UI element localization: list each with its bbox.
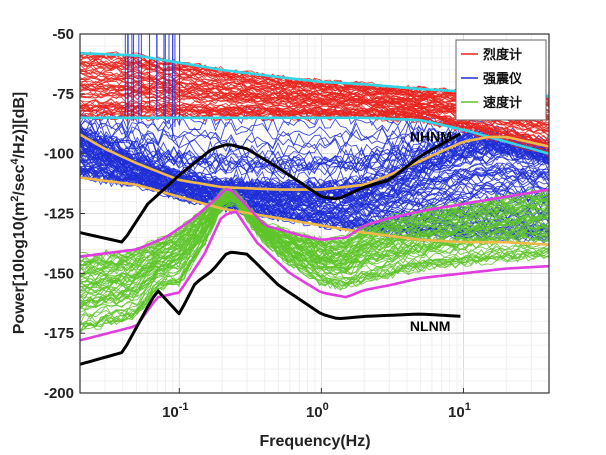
y-tick-label: -125 — [44, 206, 74, 223]
green-trace — [79, 200, 550, 325]
green-trace — [79, 194, 550, 292]
x-tick-label: 10-1 — [162, 401, 188, 421]
blue-trace — [79, 131, 550, 189]
green-trace — [79, 188, 550, 271]
y-tick-label: -200 — [44, 385, 74, 402]
red-trace — [79, 102, 550, 145]
x-tick-label: 100 — [306, 401, 329, 421]
series-8-nlnm-line — [79, 250, 461, 366]
blue-trace — [79, 113, 550, 158]
blue-trace — [79, 136, 550, 197]
blue-trace — [79, 123, 550, 176]
green-trace — [79, 195, 550, 302]
legend: 烈度计 强震仪 速度计 — [455, 39, 547, 121]
annotation-nlnm: NLNM — [410, 318, 450, 334]
series-6-lower_bound — [79, 210, 550, 342]
green-trace — [79, 192, 550, 276]
blue-trace — [79, 132, 550, 176]
blue-trace — [79, 124, 550, 172]
x-tick-label: 101 — [448, 401, 471, 421]
green-trace — [79, 193, 550, 285]
y-tick-label: -75 — [52, 86, 74, 103]
legend-label-3: 速度计 — [483, 95, 522, 111]
x-axis-label: Frequency(Hz) — [259, 433, 370, 450]
green-trace — [79, 194, 550, 278]
annotations: NHNM NLNM — [410, 129, 452, 334]
legend-label-2: 强震仪 — [483, 72, 523, 87]
x-axis-ticks: 10-1 100 101 — [162, 388, 471, 421]
green-trace — [79, 197, 550, 327]
series-7-nhnm-line — [79, 132, 462, 244]
y-tick-label: -100 — [44, 146, 74, 163]
red-trace — [79, 91, 550, 137]
blue-trace — [79, 136, 550, 206]
green-trace — [79, 198, 550, 304]
green-trace — [79, 205, 550, 333]
red-trace — [79, 106, 550, 146]
blue-trace — [79, 150, 550, 212]
y-tick-label: -175 — [44, 325, 74, 342]
green-trace — [79, 193, 550, 278]
series-5-upper_bound — [79, 187, 550, 258]
y-axis-ticks: -50 -75 -100 -125 -150 -175 -200 — [44, 26, 85, 402]
y-tick-label: -150 — [44, 265, 74, 282]
series-3-upper_bound — [79, 133, 550, 191]
legend-label-1: 烈度计 — [483, 47, 522, 63]
annotation-nhnm: NHNM — [410, 129, 452, 145]
green-trace — [79, 196, 550, 332]
blue-trace — [79, 138, 550, 199]
y-tick-label: -50 — [52, 26, 74, 43]
series-2-lower_bound — [80, 116, 550, 155]
series-4-lower_bound — [79, 176, 550, 246]
y-axis-label: Power[10log10(m2/sec4/Hz)][dB] — [9, 92, 28, 335]
